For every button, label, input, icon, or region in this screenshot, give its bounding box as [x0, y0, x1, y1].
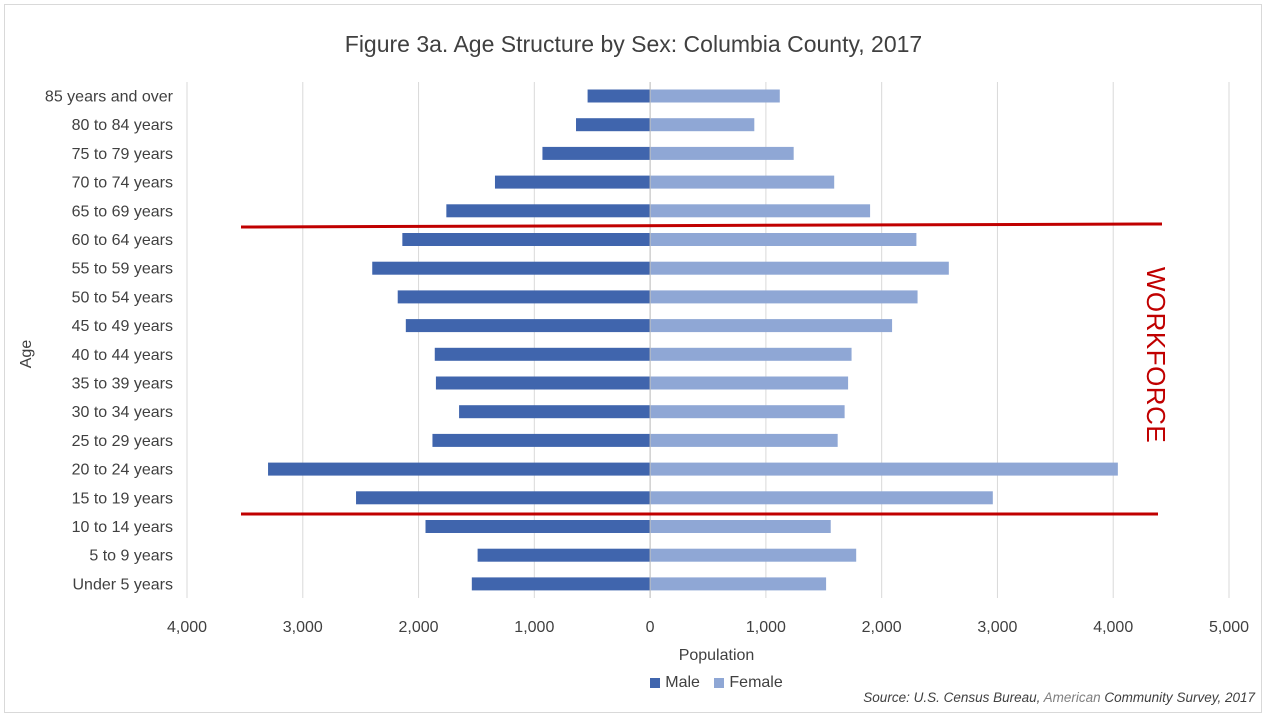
- legend-label-female: Female: [729, 674, 783, 691]
- source-accent: American: [1043, 690, 1101, 705]
- category-label: 5 to 9 years: [89, 548, 173, 565]
- bar-female: [650, 89, 780, 103]
- chart-title: Figure 3a. Age Structure by Sex: Columbi…: [344, 31, 923, 57]
- bar-female: [650, 233, 917, 246]
- category-label: 45 to 49 years: [72, 318, 173, 335]
- bar-female: [650, 261, 949, 275]
- category-label: 40 to 44 years: [72, 347, 173, 364]
- category-label: 75 to 79 years: [72, 146, 173, 163]
- bar-female: [650, 548, 857, 562]
- bar-male: [432, 433, 651, 447]
- bar-female: [650, 204, 871, 218]
- category-label: 60 to 64 years: [72, 232, 173, 249]
- bar-male: [372, 261, 651, 275]
- x-tick-label: 3,000: [977, 619, 1017, 636]
- legend-swatch-female: [714, 678, 725, 688]
- category-label: 30 to 34 years: [72, 404, 173, 421]
- bar-male: [542, 146, 651, 160]
- bar-male: [435, 376, 651, 390]
- legend: Male Female: [0, 674, 1267, 693]
- bar-male: [459, 405, 651, 419]
- x-tick-label: 5,000: [1209, 619, 1249, 636]
- x-tick-label: 2,000: [399, 619, 439, 636]
- x-tick-label: 4,000: [167, 619, 207, 636]
- x-tick-label: 2,000: [862, 619, 902, 636]
- bar-female: [650, 146, 794, 160]
- bar-male: [477, 548, 651, 562]
- x-tick-label: 4,000: [1093, 619, 1133, 636]
- category-label: Under 5 years: [73, 576, 174, 593]
- x-axis-label: Population: [678, 647, 755, 664]
- bar-female: [650, 347, 852, 361]
- bar-male: [471, 577, 651, 591]
- workforce-annotation: WORKFORCE: [1141, 267, 1171, 443]
- category-label: 20 to 24 years: [72, 462, 173, 479]
- bar-male: [402, 233, 651, 246]
- bar-male: [268, 462, 651, 476]
- source-suffix: Community Survey, 2017: [1100, 690, 1255, 705]
- legend-swatch-male: [650, 678, 661, 688]
- x-tick-label: 0: [646, 619, 655, 636]
- x-tick-label: 1,000: [746, 619, 786, 636]
- bar-male: [425, 520, 651, 533]
- bar-female: [650, 520, 831, 533]
- bar-female: [650, 319, 893, 333]
- bar-female: [650, 462, 1118, 476]
- source-note: Source: U.S. Census Bureau, American Com…: [863, 690, 1255, 705]
- source-prefix: Source: U.S. Census Bureau,: [863, 690, 1044, 705]
- bar-female: [650, 491, 993, 505]
- bar-male: [356, 491, 651, 505]
- category-label: 85 years and over: [45, 89, 174, 106]
- category-label: 70 to 74 years: [72, 175, 173, 192]
- workforce-upper-line: [240, 222, 1163, 229]
- bar-male: [446, 204, 651, 218]
- bar-male: [587, 89, 651, 103]
- category-label: 55 to 59 years: [72, 261, 173, 278]
- category-label: 35 to 39 years: [72, 376, 173, 393]
- legend-label-male: Male: [665, 674, 700, 691]
- x-tick-label: 1,000: [514, 619, 554, 636]
- bar-female: [650, 405, 845, 419]
- bar-male: [405, 319, 651, 333]
- category-label: 10 to 14 years: [72, 519, 173, 536]
- legend-item-male: Male: [650, 674, 700, 692]
- bar-female: [650, 118, 755, 132]
- chart-frame: [4, 4, 1262, 713]
- bar-male: [494, 175, 651, 189]
- legend-item-female: Female: [714, 674, 783, 692]
- category-label: 50 to 54 years: [72, 289, 173, 306]
- bar-female: [650, 577, 827, 591]
- category-label: 80 to 84 years: [72, 117, 173, 134]
- bar-male: [434, 347, 651, 361]
- bar-male: [397, 290, 651, 304]
- bar-female: [650, 433, 838, 447]
- bar-female: [650, 175, 835, 189]
- category-label: 25 to 29 years: [72, 433, 173, 450]
- category-label: 65 to 69 years: [72, 203, 173, 220]
- x-tick-label: 3,000: [283, 619, 323, 636]
- bar-female: [650, 376, 849, 390]
- bar-male: [576, 118, 651, 132]
- bar-female: [650, 290, 918, 304]
- category-label: 15 to 19 years: [72, 490, 173, 507]
